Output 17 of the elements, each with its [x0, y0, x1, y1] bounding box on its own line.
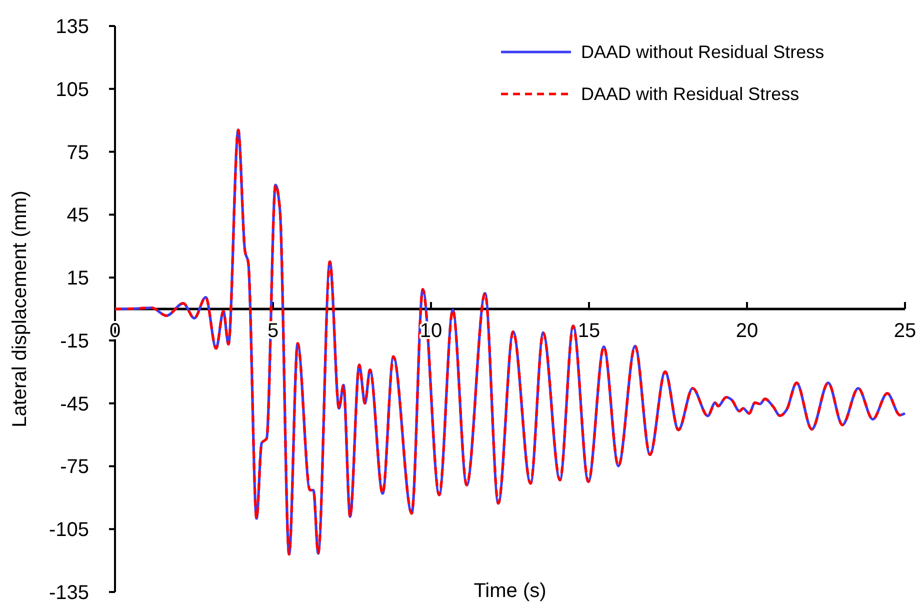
- y-tick-label: 105: [56, 78, 89, 101]
- y-tick-label: -135: [48, 582, 89, 604]
- y-tick-label: 135: [56, 16, 89, 38]
- y-tick-label: -75: [60, 456, 89, 478]
- y-axis-title: Lateral displacement (mm): [9, 190, 31, 428]
- x-tick-label: 20: [736, 320, 758, 342]
- x-tick-label: 15: [578, 320, 600, 342]
- y-tick-label: 45: [66, 204, 89, 227]
- y-tick-label: -45: [60, 393, 89, 416]
- y-tick-label: -15: [60, 330, 89, 352]
- legend-label: DAAD without Residual Stress: [581, 42, 824, 62]
- y-tick-label: 15: [66, 268, 89, 290]
- legend-label: DAAD with Residual Stress: [581, 84, 800, 104]
- y-tick-label: 75: [66, 142, 89, 164]
- x-axis-title: Time (s): [474, 580, 546, 602]
- x-tick-label: 25: [894, 320, 916, 342]
- y-tick-label: -105: [48, 519, 89, 542]
